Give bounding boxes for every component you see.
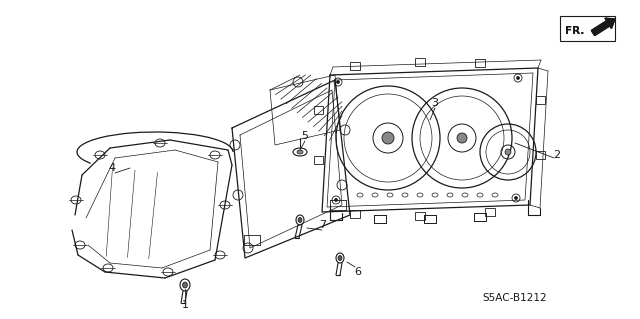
Text: 5: 5 xyxy=(301,131,308,141)
Ellipse shape xyxy=(457,133,467,143)
Ellipse shape xyxy=(335,198,337,202)
Text: 2: 2 xyxy=(554,150,561,160)
Bar xyxy=(536,96,545,104)
Bar xyxy=(485,208,495,216)
Bar xyxy=(415,58,425,66)
Bar xyxy=(314,156,323,164)
Ellipse shape xyxy=(297,150,303,154)
Ellipse shape xyxy=(298,218,302,222)
Ellipse shape xyxy=(516,77,520,79)
FancyBboxPatch shape xyxy=(560,16,615,41)
Ellipse shape xyxy=(505,149,511,155)
Bar xyxy=(350,62,360,70)
Text: 1: 1 xyxy=(182,300,189,310)
Bar xyxy=(415,212,425,220)
Bar xyxy=(350,210,360,218)
Text: S5AC-B1212: S5AC-B1212 xyxy=(483,293,547,303)
Bar xyxy=(314,106,323,114)
Ellipse shape xyxy=(182,282,188,288)
Bar xyxy=(536,151,545,159)
Ellipse shape xyxy=(515,197,518,199)
Ellipse shape xyxy=(382,132,394,144)
FancyArrow shape xyxy=(591,18,615,35)
Text: 7: 7 xyxy=(319,220,326,230)
Text: FR.: FR. xyxy=(564,26,584,36)
Ellipse shape xyxy=(338,256,342,261)
Bar xyxy=(475,59,485,67)
Text: FR.: FR. xyxy=(564,26,584,36)
Text: 3: 3 xyxy=(431,98,438,108)
Ellipse shape xyxy=(337,80,339,84)
FancyArrow shape xyxy=(591,18,615,35)
Text: 6: 6 xyxy=(355,267,362,277)
Text: 4: 4 xyxy=(108,163,116,173)
